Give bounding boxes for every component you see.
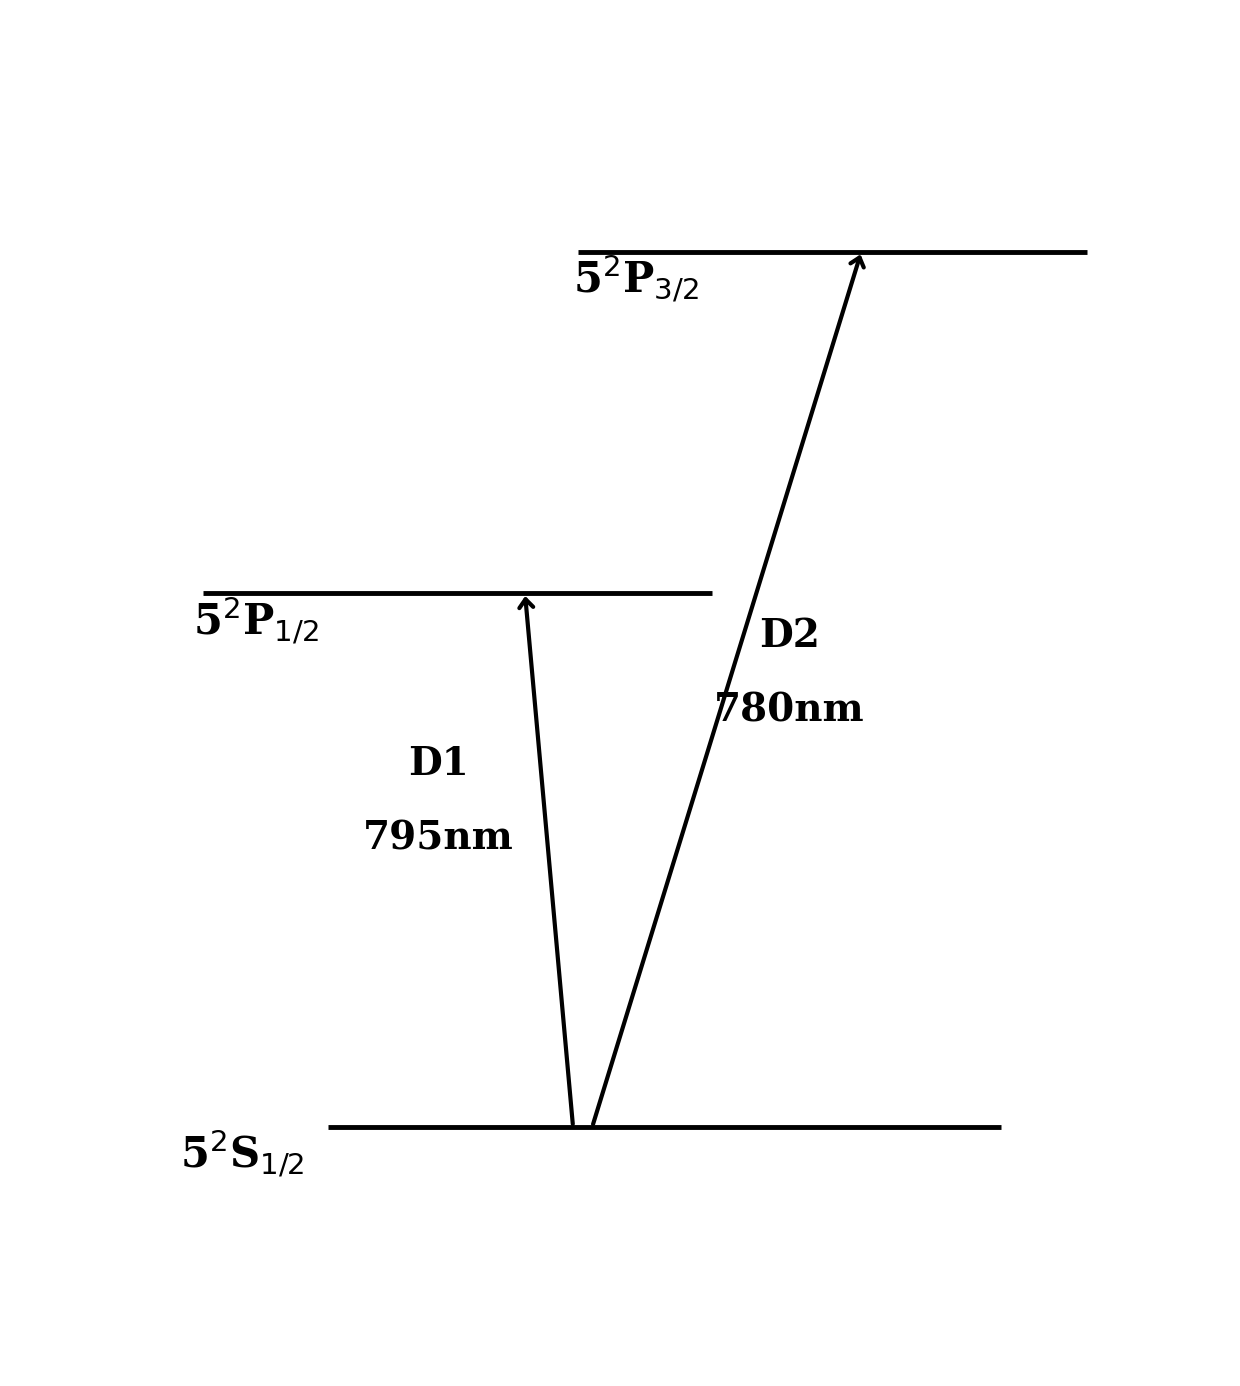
Text: 780nm: 780nm xyxy=(714,692,864,729)
Text: 5$^2$S$_{1/2}$: 5$^2$S$_{1/2}$ xyxy=(180,1128,304,1179)
Text: 5$^2$P$_{1/2}$: 5$^2$P$_{1/2}$ xyxy=(193,595,319,646)
Text: D1: D1 xyxy=(408,744,469,783)
Text: 5$^2$P$_{3/2}$: 5$^2$P$_{3/2}$ xyxy=(573,252,698,304)
Text: 795nm: 795nm xyxy=(363,819,513,858)
Text: D2: D2 xyxy=(759,617,820,656)
